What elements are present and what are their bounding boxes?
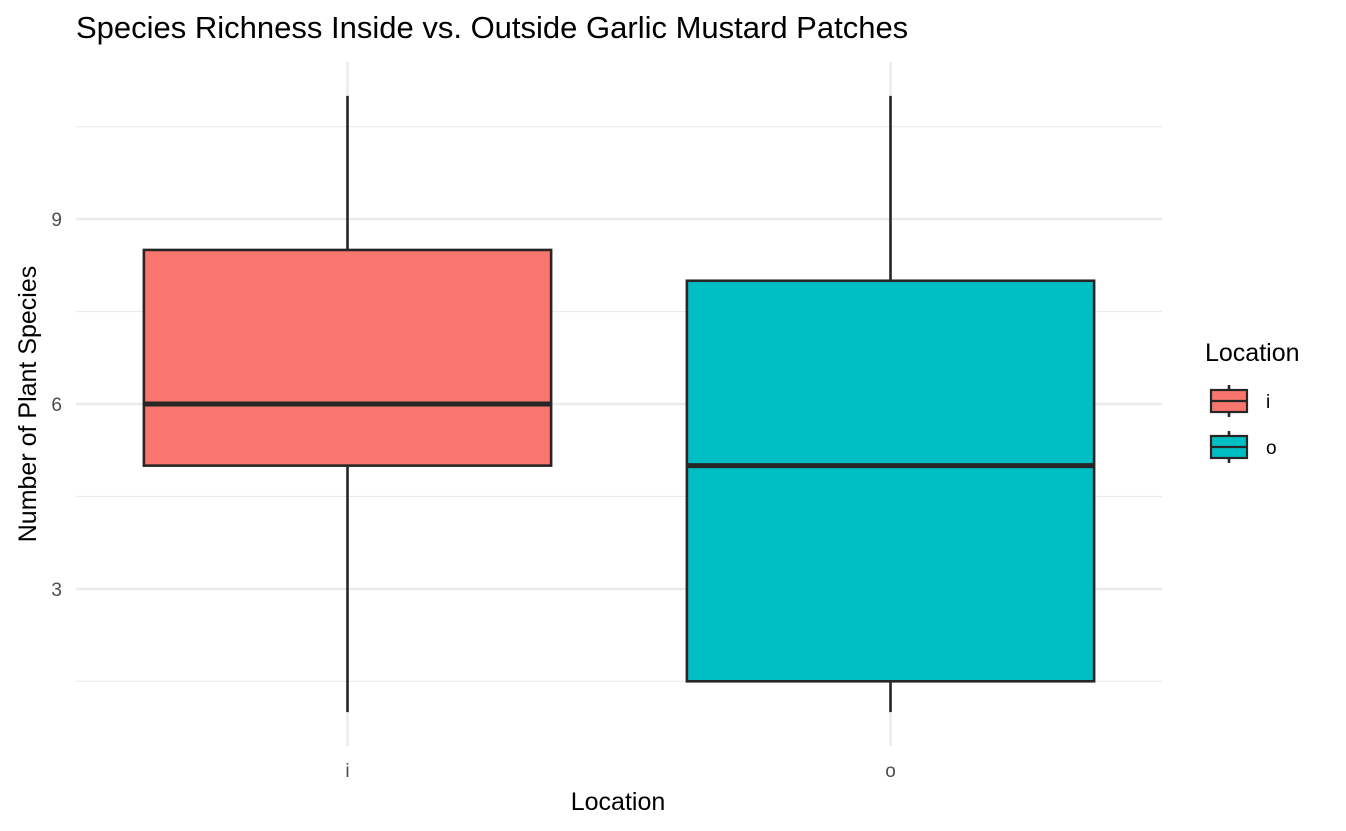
legend-key-o: o (1209, 431, 1277, 463)
x-tick-label: i (345, 761, 349, 782)
legend-title: Location (1205, 339, 1300, 367)
boxes (142, 95, 1096, 713)
legend-label: i (1266, 392, 1270, 413)
legend: Location io (1205, 339, 1300, 463)
y-tick-label: 3 (51, 580, 62, 601)
box-o (685, 95, 1096, 713)
y-tick-label: 9 (51, 210, 62, 231)
box-i (142, 95, 553, 713)
chart-title: Species Richness Inside vs. Outside Garl… (76, 10, 908, 45)
x-axis-label: Location (571, 788, 666, 816)
y-axis-ticks: 3 6 9 (51, 210, 62, 601)
legend-key-i: i (1209, 385, 1270, 417)
legend-entries: io (1209, 385, 1277, 463)
x-tick-label: o (885, 761, 896, 782)
y-axis-label: Number of Plant Species (14, 266, 42, 543)
legend-label: o (1266, 438, 1277, 459)
box-body (142, 248, 553, 467)
y-tick-label: 6 (51, 395, 62, 416)
box-body (685, 279, 1096, 683)
